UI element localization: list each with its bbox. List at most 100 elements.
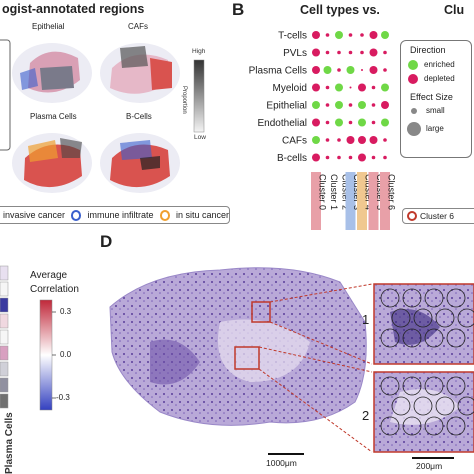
dot-mark bbox=[325, 33, 330, 37]
column-highlight bbox=[311, 172, 321, 230]
dot-mark bbox=[346, 136, 355, 144]
dot-mark bbox=[337, 138, 341, 142]
dot-mark bbox=[348, 155, 353, 160]
circle-icon-cluster6 bbox=[407, 211, 417, 221]
dot-mark bbox=[312, 66, 320, 74]
dot-mark bbox=[371, 120, 376, 125]
large-dot-icon bbox=[407, 122, 421, 136]
region-box-2 bbox=[234, 346, 260, 370]
tick-neg-0-3: -0.3 bbox=[56, 393, 70, 402]
panel-d: D bbox=[90, 232, 474, 474]
panel-b: B Cell types vs. Clu T-cells PVLs Plasma C… bbox=[228, 0, 474, 235]
panel-a-spot-maps bbox=[0, 39, 205, 193]
row-label: CAFs bbox=[282, 136, 307, 147]
panel-b-right-fragment: Cluster 6 bbox=[402, 208, 474, 224]
row-label: B-cells bbox=[277, 153, 307, 164]
column-label: Cluster 6 bbox=[387, 174, 397, 210]
dot-mark bbox=[360, 33, 364, 37]
dot-mark bbox=[337, 155, 341, 160]
region-box-1 bbox=[251, 301, 271, 323]
dot-mark bbox=[369, 31, 378, 39]
spot-label-epithelial: Epithelial bbox=[32, 22, 65, 31]
row-label: Myeloid bbox=[273, 83, 307, 94]
circle-icon-in-situ bbox=[159, 209, 170, 221]
legend-title-average: Average bbox=[30, 270, 68, 281]
legend-enriched: enriched bbox=[424, 60, 455, 69]
region-legend: invasive cancer immune infiltrate in sit… bbox=[0, 206, 230, 224]
rotated-label-plasma-cells: Plasma Cells bbox=[4, 412, 15, 474]
dot-plot-legend bbox=[400, 40, 472, 158]
column-highlight bbox=[380, 172, 390, 230]
dot-mark bbox=[323, 66, 332, 74]
dot-mark bbox=[325, 103, 330, 107]
plasma-cells-spot-map bbox=[12, 133, 92, 193]
dot-mark bbox=[369, 66, 378, 74]
dot-mark bbox=[335, 118, 343, 127]
dot-mark bbox=[358, 136, 366, 144]
dot-mark bbox=[312, 136, 320, 144]
dot-mark bbox=[325, 138, 330, 142]
column-highlight bbox=[345, 172, 356, 230]
dot-mark bbox=[325, 85, 330, 90]
colorbar-low: Low bbox=[194, 134, 206, 141]
panel-a-title: ogist-annotated regions bbox=[2, 2, 145, 16]
dot-mark bbox=[381, 118, 389, 127]
dot-mark bbox=[360, 50, 364, 55]
dot-mark bbox=[348, 33, 353, 37]
column-highlight bbox=[368, 172, 379, 230]
dot-mark bbox=[381, 31, 389, 39]
cafs-spot-map bbox=[100, 43, 180, 103]
correlation-legend bbox=[0, 265, 56, 411]
dot-mark bbox=[371, 103, 376, 107]
dot-mark bbox=[381, 101, 389, 109]
row-label: T-cells bbox=[278, 31, 307, 42]
row-label: Endothelial bbox=[258, 118, 307, 129]
dot-mark bbox=[383, 50, 387, 55]
dot-mark bbox=[349, 86, 352, 89]
panel-d-letter: D bbox=[100, 232, 113, 251]
proportion-colorbar bbox=[193, 59, 205, 133]
dot-plot: T-cells PVLs Plasma Cells Myeloid Epithelial… bbox=[249, 31, 397, 230]
legend-small: small bbox=[426, 106, 445, 115]
column-label: Cluster 0 bbox=[318, 174, 328, 210]
dot-mark bbox=[337, 68, 341, 72]
panel-c: Average Correlation 0.3 0.0 -0.3 Plasma … bbox=[0, 250, 105, 474]
dot-mark bbox=[325, 50, 330, 55]
panel-a: ogist-annotated regions bbox=[0, 0, 235, 230]
column-label: Cluster 1 bbox=[329, 174, 339, 210]
dot-mark bbox=[335, 31, 343, 39]
small-dot-icon bbox=[411, 108, 417, 114]
dot-mark bbox=[312, 153, 320, 162]
dot-mark bbox=[325, 155, 330, 160]
dot-mark bbox=[371, 155, 376, 160]
dot-mark bbox=[371, 85, 376, 90]
legend-item-invasive-cancer: invasive cancer bbox=[3, 210, 66, 220]
correlation-colorbar bbox=[39, 299, 53, 411]
dot-mark bbox=[335, 101, 343, 109]
colorbar-label: Proportion bbox=[181, 86, 187, 114]
dot-mark bbox=[348, 120, 353, 125]
dot-mark bbox=[312, 101, 320, 109]
dot-mark bbox=[358, 153, 366, 162]
tick-0-3: 0.3 bbox=[60, 307, 72, 316]
depleted-dot-icon bbox=[408, 74, 418, 84]
panel-b-title: Cell types vs. bbox=[300, 3, 380, 17]
circle-icon-immune bbox=[71, 209, 82, 221]
enriched-dot-icon bbox=[408, 60, 418, 70]
dot-mark bbox=[312, 83, 320, 92]
spot-label-plasma-cells: Plasma Cells bbox=[30, 112, 77, 121]
tick-0-0: 0.0 bbox=[60, 350, 72, 359]
dot-mark bbox=[358, 118, 366, 127]
legend-item-immune-infiltrate: immune infiltrate bbox=[87, 210, 154, 220]
cluster6-fragment-label: Cluster 6 bbox=[420, 211, 455, 221]
scalebar-inset-label: 200μm bbox=[416, 461, 443, 471]
dot-mark bbox=[325, 120, 330, 125]
dot-mark bbox=[369, 48, 378, 57]
legend-large: large bbox=[426, 124, 444, 133]
dot-mark bbox=[312, 48, 320, 57]
legend-effect-title: Effect Size bbox=[410, 92, 453, 102]
dot-mark bbox=[346, 66, 355, 74]
inset-1-label: 1 bbox=[362, 312, 370, 327]
legend-depleted: depleted bbox=[424, 74, 455, 83]
dot-mark bbox=[383, 155, 387, 160]
